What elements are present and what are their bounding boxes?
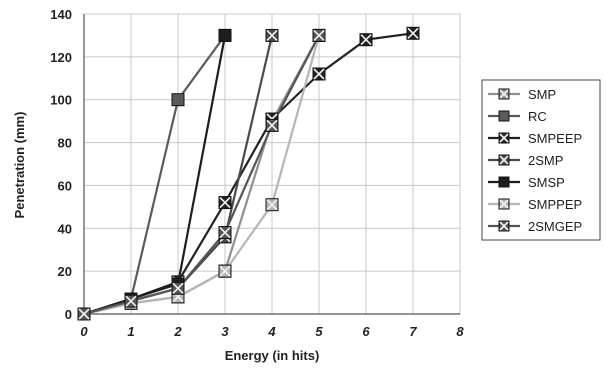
x-tick-label: 3: [221, 324, 229, 339]
x-tick-label: 0: [80, 324, 88, 339]
data-point-2smgep: [218, 226, 232, 240]
legend-marker: [498, 198, 510, 210]
series-line-2smgep: [83, 34, 320, 316]
x-tick-label: 6: [362, 324, 370, 339]
data-point-smpeep: [312, 67, 326, 81]
data-point-2smp: [265, 28, 279, 42]
x-tick-label: 4: [267, 324, 276, 339]
legend-marker: [498, 132, 510, 144]
legend-label: SMP: [528, 87, 556, 102]
legend-label: SMPEEP: [528, 131, 582, 146]
data-point-smppep: [265, 198, 279, 212]
legend-marker: [498, 154, 510, 166]
legend-marker: [498, 88, 510, 100]
legend-marker: [498, 220, 510, 232]
x-tick-label: 1: [127, 324, 134, 339]
y-tick-label: 120: [50, 50, 72, 65]
legend-item: SMSP: [488, 175, 565, 190]
y-tick-label: 0: [65, 307, 72, 322]
x-tick-label: 5: [315, 324, 323, 339]
y-axis-title: Penetration (mm): [12, 112, 27, 219]
data-point-smpeep: [218, 196, 232, 210]
legend-item: 2SMP: [488, 153, 563, 168]
y-tick-label: 60: [58, 178, 72, 193]
y-tick-labels: 0 20 40 60 80 100 120 140: [50, 7, 72, 322]
legend-marker: [498, 110, 510, 122]
x-tick-label: 2: [173, 324, 182, 339]
legend-marker: [498, 176, 510, 188]
y-tick-label: 140: [50, 7, 72, 22]
y-tick-label: 20: [58, 264, 72, 279]
legend-item: 2SMGEP: [488, 219, 582, 234]
series-lines: [77, 26, 420, 321]
data-point-smppep: [218, 264, 232, 278]
legend-label: SMPPEP: [528, 197, 582, 212]
data-point-2smgep: [77, 307, 91, 321]
data-point-smsp: [218, 28, 232, 42]
legend-item: RC: [488, 109, 547, 124]
x-axis-title: Energy (in hits): [225, 348, 320, 363]
legend-label: SMSP: [528, 175, 565, 190]
y-tick-label: 80: [58, 136, 72, 151]
x-tick-label: 7: [409, 324, 417, 339]
series-line-rc: [83, 34, 226, 316]
series-line-smppep: [83, 35, 321, 316]
x-tick-label: 8: [456, 324, 464, 339]
legend-item: SMPPEP: [488, 197, 582, 212]
data-point-2smgep: [124, 294, 138, 308]
y-tick-label: 100: [50, 93, 72, 108]
legend-label: 2SMP: [528, 153, 563, 168]
data-point-2smgep: [171, 281, 185, 295]
legend: SMP RC SMPEEP 2SMP SMSP SMPPEP 2SMGEP: [481, 79, 601, 241]
data-point-2smgep: [312, 28, 326, 42]
legend-item: SMP: [488, 87, 556, 102]
data-point-smpeep: [359, 33, 373, 47]
legend-item: SMPEEP: [488, 131, 582, 146]
data-point-rc: [171, 93, 185, 107]
legend-label: 2SMGEP: [528, 219, 582, 234]
data-point-2smgep: [265, 118, 279, 132]
gridlines: [83, 13, 461, 315]
series-line-smp: [83, 34, 320, 316]
y-tick-label: 40: [58, 221, 72, 236]
axes: [83, 14, 460, 315]
data-point-smpeep: [406, 26, 420, 40]
series-line-smpeep: [83, 32, 414, 316]
x-tick-labels: 0 1 2 3 4 5 6 7 8: [80, 324, 464, 339]
legend-label: RC: [528, 109, 547, 124]
series-line-smsp: [83, 35, 227, 316]
